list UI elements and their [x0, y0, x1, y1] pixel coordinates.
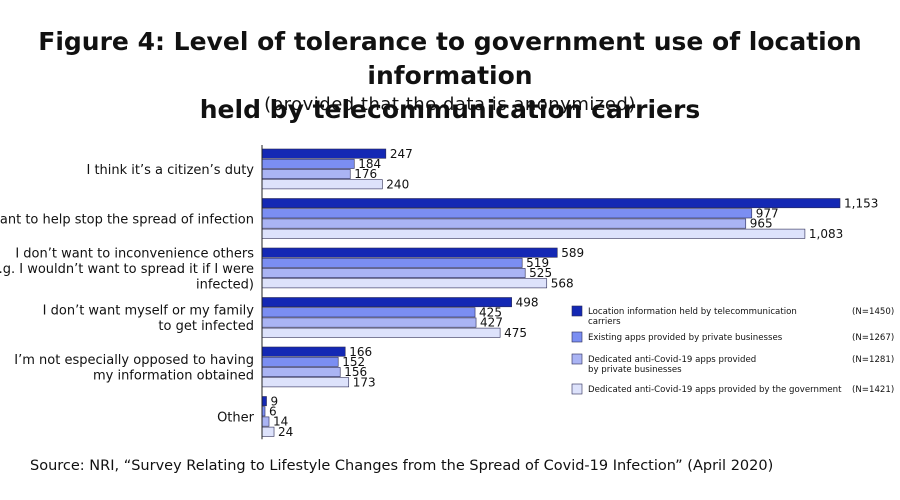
legend-swatch [571, 331, 583, 343]
category-label: to get infected [158, 319, 254, 334]
bar [261, 257, 523, 268]
bar-value-label: 6 [269, 405, 277, 419]
legend-label: Dedicated anti-Covid-19 apps provided [588, 355, 756, 365]
bar [261, 297, 512, 308]
chart-title: Figure 4: Level of tolerance to governme… [0, 25, 900, 127]
bar [261, 317, 477, 328]
bar [261, 426, 275, 437]
bar-value-label: 568 [551, 276, 574, 290]
bar [261, 278, 548, 289]
bar [261, 367, 341, 377]
legend-label: by private businesses [588, 365, 682, 375]
bar-value-label: 24 [278, 425, 293, 439]
bar-value-label: 589 [561, 246, 584, 260]
legend-n-value: (N=1267) [852, 333, 894, 343]
bar [261, 377, 350, 388]
chart-subtitle: (provided that the data is anonymized) [264, 94, 636, 115]
bar [261, 307, 476, 318]
bar-value-label: 240 [386, 177, 409, 191]
bar-value-label: 965 [750, 217, 773, 231]
category-label: Other [217, 410, 255, 425]
bar-value-label: 173 [353, 375, 376, 389]
bar-value-label: 498 [516, 295, 539, 309]
bar-value-label: 475 [504, 326, 527, 340]
bar-value-label: 519 [526, 256, 549, 270]
category-label: I want to help stop the spread of infect… [0, 212, 254, 227]
bar [261, 327, 501, 338]
bar-value-label: 166 [349, 345, 372, 359]
category-label: infected) [196, 277, 254, 292]
bar [261, 268, 526, 278]
source-note: Source: NRI, “Survey Relating to Lifesty… [30, 458, 774, 474]
legend-n-value: (N=1450) [852, 307, 894, 317]
bar-value-label: 977 [756, 207, 779, 221]
legend-swatch [571, 305, 583, 317]
legend-n-value: (N=1281) [852, 355, 894, 365]
bar [261, 208, 753, 219]
bar [261, 356, 339, 367]
legend-label: carriers [588, 317, 621, 327]
bar-value-label: 156 [344, 365, 367, 379]
legend-label: Location information held by telecommuni… [588, 307, 797, 317]
bar [261, 247, 558, 258]
legend-label: Existing apps provided by private busine… [588, 333, 783, 343]
bar [261, 228, 806, 239]
bar [261, 158, 355, 169]
category-label: I’m not especially opposed to having [14, 353, 254, 368]
bar-value-label: 425 [479, 306, 502, 320]
bar-value-label: 9 [271, 394, 279, 408]
bar-value-label: 427 [480, 316, 503, 330]
bar [261, 346, 346, 357]
bar [261, 218, 747, 229]
bar [261, 396, 267, 407]
category-label: (e.g. I wouldn’t want to spread it if I … [0, 262, 254, 277]
chart-title-line-2: held by telecommunication carriers [199, 95, 701, 124]
legend-label: Dedicated anti-Covid-19 apps provided by… [588, 385, 842, 395]
legend-swatch [571, 353, 583, 365]
bar-value-label: 1,153 [844, 196, 878, 210]
category-label: I don’t want myself or my family [43, 304, 255, 319]
bar-value-label: 14 [273, 415, 288, 429]
bar [261, 198, 841, 209]
bar [261, 169, 351, 179]
legend-swatch [571, 383, 583, 395]
category-label: my information obtained [93, 369, 254, 384]
bar [261, 179, 383, 190]
category-label: I think it’s a citizen’s duty [86, 163, 254, 178]
chart-title-line-1: Figure 4: Level of tolerance to governme… [38, 27, 862, 90]
bar-value-label: 176 [354, 167, 377, 181]
bar [261, 416, 270, 427]
bar-value-label: 525 [529, 266, 552, 280]
legend-n-value: (N=1421) [852, 385, 894, 395]
bar-value-label: 152 [342, 355, 365, 369]
bar-value-label: 184 [358, 157, 381, 171]
bar-value-label: 247 [390, 147, 413, 161]
bar-value-label: 1,083 [809, 227, 843, 241]
category-label: I don’t want to inconvenience others [15, 246, 254, 261]
